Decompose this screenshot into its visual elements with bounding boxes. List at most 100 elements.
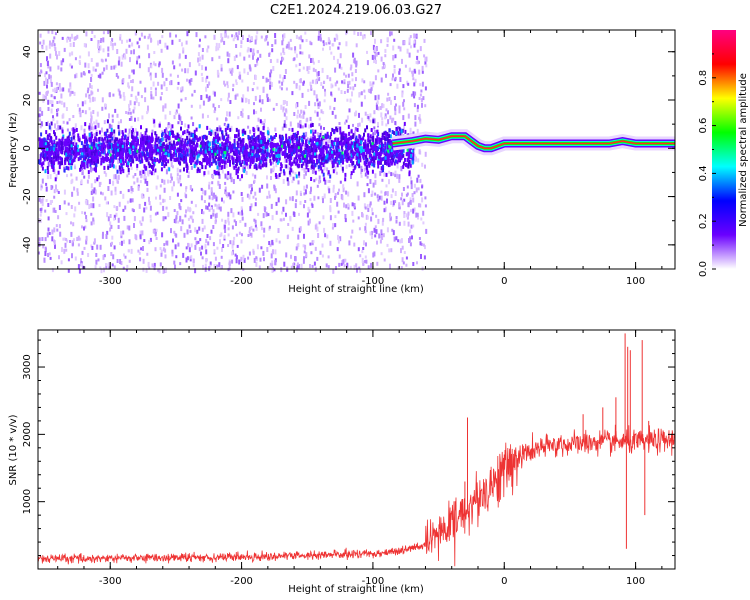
noise-cell <box>365 207 367 210</box>
noise-cell <box>413 82 415 86</box>
noise-cell <box>359 227 361 230</box>
noise-cell <box>365 112 367 116</box>
noise-cell <box>99 130 101 134</box>
noise-cell <box>233 179 235 184</box>
noise-cell <box>161 232 163 237</box>
noise-cell <box>252 173 254 176</box>
noise-cell <box>255 40 257 45</box>
noise-cell <box>309 138 311 142</box>
noise-cell <box>45 78 47 83</box>
noise-cell <box>253 102 255 105</box>
noise-cell <box>100 192 102 195</box>
noise-cell <box>318 180 320 184</box>
noise-cell <box>266 196 268 199</box>
noise-cell <box>395 191 397 196</box>
noise-cell <box>199 161 201 165</box>
noise-cell <box>126 49 128 54</box>
noise-cell <box>302 82 304 86</box>
noise-cell <box>279 135 281 139</box>
noise-cell <box>121 40 123 44</box>
noise-cell <box>240 257 242 262</box>
noise-cell <box>248 35 250 38</box>
noise-cell <box>141 95 143 98</box>
noise-cell <box>199 44 201 47</box>
noise-cell <box>91 126 93 130</box>
noise-cell <box>225 220 227 224</box>
noise-cell <box>179 63 181 66</box>
noise-cell <box>270 142 272 146</box>
noise-cell <box>345 218 347 222</box>
noise-cell <box>252 229 254 232</box>
noise-cell <box>337 47 339 50</box>
noise-cell <box>253 109 255 114</box>
noise-cell <box>74 158 76 162</box>
noise-cell <box>118 125 120 129</box>
noise-cell <box>89 133 91 137</box>
noise-cell <box>164 43 166 48</box>
noise-cell <box>258 127 260 131</box>
noise-cell <box>354 58 356 63</box>
noise-cell <box>103 255 105 260</box>
noise-cell <box>309 160 311 164</box>
noise-cell <box>358 196 360 201</box>
noise-cell <box>199 124 201 128</box>
noise-cell <box>400 197 402 200</box>
noise-cell <box>302 114 304 119</box>
noise-cell <box>332 43 334 46</box>
noise-cell <box>248 99 250 104</box>
noise-cell <box>285 213 287 217</box>
noise-cell <box>402 246 404 250</box>
noise-cell <box>395 54 397 58</box>
noise-cell <box>425 229 427 234</box>
noise-cell <box>129 239 131 244</box>
noise-cell <box>138 45 140 48</box>
noise-cell <box>209 153 211 157</box>
noise-cell <box>181 42 183 46</box>
noise-cell <box>387 44 389 47</box>
noise-cell <box>257 50 259 53</box>
noise-cell <box>117 160 119 164</box>
noise-cell <box>376 262 378 266</box>
noise-cell <box>312 265 314 268</box>
noise-cell <box>306 185 308 189</box>
noise-cell <box>381 121 383 126</box>
noise-cell <box>228 221 230 225</box>
noise-cell <box>382 218 384 222</box>
noise-cell <box>211 230 213 234</box>
noise-cell <box>118 121 120 124</box>
noise-cell <box>184 214 186 217</box>
noise-cell <box>151 147 153 151</box>
noise-cell <box>247 72 249 75</box>
noise-cell <box>239 178 241 181</box>
noise-cell <box>298 164 300 168</box>
noise-cell <box>39 113 41 117</box>
noise-cell <box>272 162 274 165</box>
noise-cell <box>375 60 377 64</box>
noise-cell <box>177 176 179 180</box>
noise-cell <box>157 40 159 45</box>
noise-cell <box>155 91 157 96</box>
noise-cell <box>299 136 301 140</box>
noise-cell <box>140 81 142 84</box>
noise-cell <box>115 174 117 179</box>
noise-cell <box>348 240 350 245</box>
noise-cell <box>144 97 146 102</box>
noise-cell <box>103 48 105 52</box>
noise-cell <box>45 130 47 134</box>
noise-cell <box>316 94 318 98</box>
noise-cell <box>264 207 266 212</box>
noise-cell <box>351 211 353 216</box>
noise-cell <box>88 70 90 73</box>
noise-cell <box>260 221 262 226</box>
noise-cell <box>147 106 149 111</box>
noise-cell <box>40 63 42 67</box>
noise-cell <box>325 42 327 45</box>
noise-cell <box>114 109 116 113</box>
noise-cell <box>289 216 291 220</box>
noise-cell <box>410 45 412 48</box>
noise-cell <box>361 175 363 178</box>
noise-cell <box>389 213 391 218</box>
noise-cell <box>215 195 217 199</box>
noise-cell <box>179 144 181 148</box>
noise-cell <box>292 227 294 231</box>
